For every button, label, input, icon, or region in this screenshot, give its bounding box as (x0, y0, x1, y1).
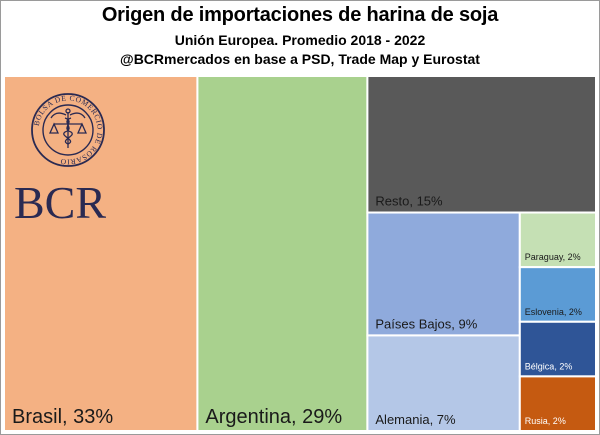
treemap-cell-belgica (518, 320, 598, 378)
treemap-cell-paises-bajos (366, 211, 521, 337)
logo-outer-ring (31, 93, 105, 167)
treemap-label-argentina: Argentina, 29% (205, 406, 342, 428)
treemap-cell-argentina (196, 75, 369, 432)
chart-subtitle: Unión Europea. Promedio 2018 - 2022 (174, 32, 426, 48)
treemap-label-brasil: Brasil, 33% (12, 406, 113, 428)
caduceus-icon (48, 108, 88, 148)
chart-source: @BCRmercados en base a PSD, Trade Map y … (120, 51, 480, 67)
treemap-cell-paraguay (518, 211, 598, 269)
treemap-cell-brasil (3, 75, 199, 432)
logo-wordmark: BCR (14, 177, 106, 228)
treemap-cell-eslovenia (518, 266, 598, 323)
treemap-label-resto: Resto, 15% (375, 194, 443, 209)
chart-title: Origen de importaciones de harina de soj… (101, 4, 499, 26)
treemap-label-alemania: Alemania, 7% (375, 412, 456, 427)
treemap-label-eslovenia: Eslovenia, 2% (525, 307, 582, 317)
treemap-cell-resto (366, 75, 597, 214)
logo-inner-ring (42, 104, 94, 156)
treemap-label-rusia: Rusia, 2% (525, 416, 566, 426)
treemap-label-paraguay: Paraguay, 2% (525, 252, 581, 262)
treemap-label-belgica: Bélgica, 2% (525, 361, 573, 371)
treemap-label-paises-bajos: Países Bajos, 9% (375, 316, 477, 331)
treemap-cell-rusia (518, 375, 598, 432)
